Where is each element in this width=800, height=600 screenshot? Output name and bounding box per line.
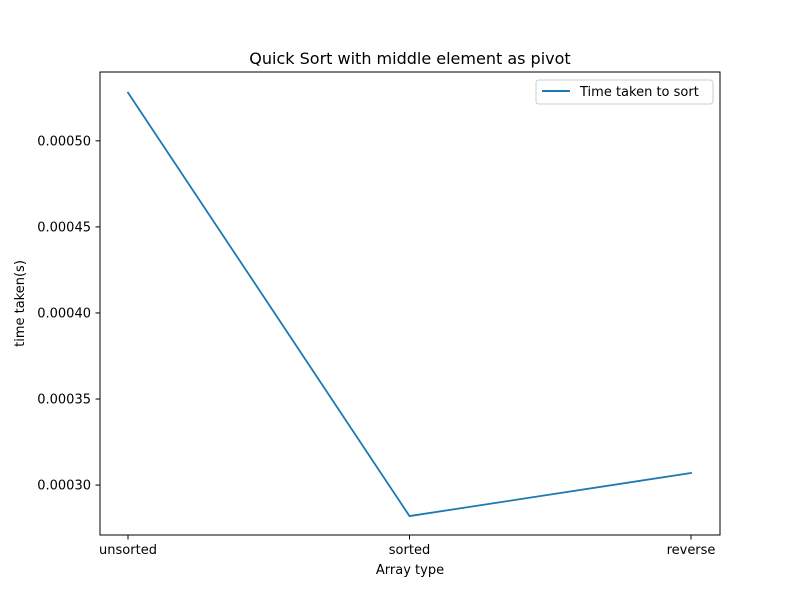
- y-tick-label: 0.00040: [37, 306, 91, 321]
- x-tick-label: sorted: [389, 543, 430, 558]
- plot-area-frame: [99, 71, 721, 536]
- y-tick-label: 0.00050: [37, 134, 91, 149]
- x-tick-label: reverse: [667, 543, 716, 558]
- y-tick-label: 0.00030: [37, 479, 91, 494]
- series-line-0: [126, 91, 693, 517]
- x-axis: unsorted sorted reverse: [99, 535, 715, 558]
- y-axis: 0.00030 0.00035 0.00040 0.00045 0.00050: [37, 134, 100, 494]
- chart-title: Quick Sort with middle element as pivot: [249, 49, 570, 68]
- y-tick-label: 0.00035: [37, 393, 91, 408]
- legend-box: [535, 79, 714, 105]
- legend: Time taken to sort: [535, 79, 714, 105]
- x-tick-label: unsorted: [99, 543, 157, 558]
- x-axis-label: Array type: [376, 563, 444, 578]
- legend-series-label: Time taken to sort: [579, 85, 699, 100]
- y-axis-label: time taken(s): [13, 260, 28, 347]
- y-tick-label: 0.00045: [37, 220, 91, 235]
- series-layer: [126, 91, 693, 517]
